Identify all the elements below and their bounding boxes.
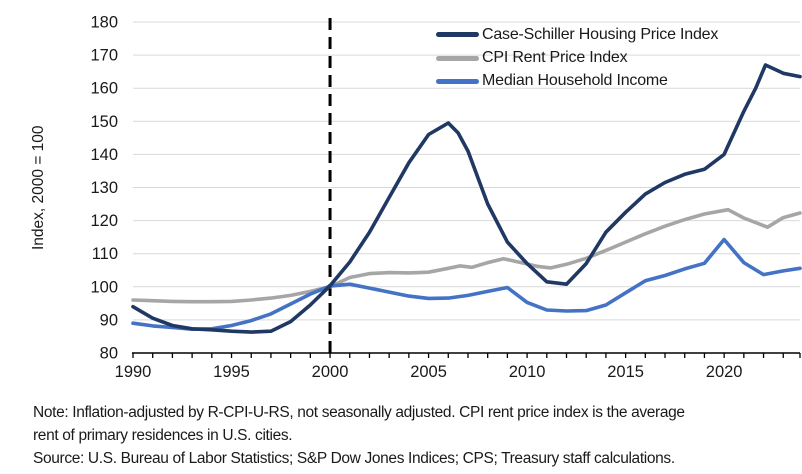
x-tick-label: 2005 <box>410 363 447 381</box>
y-axis-title: Index, 2000 = 100 <box>30 125 47 250</box>
legend-line-swatch-navy-icon <box>436 32 479 38</box>
gridlines <box>133 21 800 321</box>
y-tick-label: 150 <box>90 113 118 131</box>
legend-line-swatch-blue-icon <box>436 78 479 84</box>
legend-label: Case-Schiller Housing Price Index <box>482 25 719 43</box>
note-line-2: rent of primary residences in U.S. citie… <box>33 427 293 444</box>
legend: Case-Schiller Housing Price Index CPI Re… <box>436 23 718 93</box>
y-tick-label: 140 <box>90 146 118 164</box>
series-line-cpi-rent-price-index <box>131 207 802 304</box>
legend-item-case-schiller: Case-Schiller Housing Price Index <box>436 23 718 46</box>
legend-label: CPI Rent Price Index <box>482 49 628 67</box>
source-line: Source: U.S. Bureau of Labor Statistics;… <box>33 450 675 467</box>
legend-item-cpi-rent: CPI Rent Price Index <box>436 46 718 69</box>
x-tick-label: 1995 <box>213 363 250 381</box>
series-line-median-household-income <box>131 237 802 332</box>
x-tick-label: 2020 <box>706 363 743 381</box>
y-tick-label: 120 <box>90 212 118 230</box>
y-tick-labels: 80 90 100 110 120 130 140 150 160 170 180 <box>90 14 118 363</box>
x-tick-labels: 1990 1995 2000 2005 2010 2015 2020 <box>115 363 743 381</box>
y-tick-label: 100 <box>90 278 118 296</box>
y-tick-label: 130 <box>90 179 118 197</box>
y-tick-label: 160 <box>90 80 118 98</box>
x-axis <box>132 352 801 358</box>
legend-label: Median Household Income <box>482 72 668 90</box>
y-tick-label: 80 <box>100 345 118 363</box>
x-tick-label: 1990 <box>115 363 152 381</box>
x-tick-label: 2015 <box>607 363 644 381</box>
x-tick-label: 2000 <box>312 363 349 381</box>
x-tick-label: 2010 <box>509 363 546 381</box>
legend-line-swatch-gray-icon <box>436 55 479 61</box>
note-line-1: Note: Inflation-adjusted by R-CPI-U-RS, … <box>33 404 685 421</box>
legend-item-median-income: Median Household Income <box>436 70 718 93</box>
y-tick-label: 110 <box>92 245 118 263</box>
series-line-case-schiller-housing-price-index <box>131 63 802 334</box>
y-tick-label: 180 <box>90 14 118 32</box>
figure-notes: Note: Inflation-adjusted by R-CPI-U-RS, … <box>33 401 685 470</box>
y-tick-label: 170 <box>90 47 118 65</box>
y-tick-label: 90 <box>100 311 118 329</box>
line-chart-canvas: 80 90 100 110 120 130 140 150 160 170 180 1990 1995 2… <box>90 14 802 381</box>
